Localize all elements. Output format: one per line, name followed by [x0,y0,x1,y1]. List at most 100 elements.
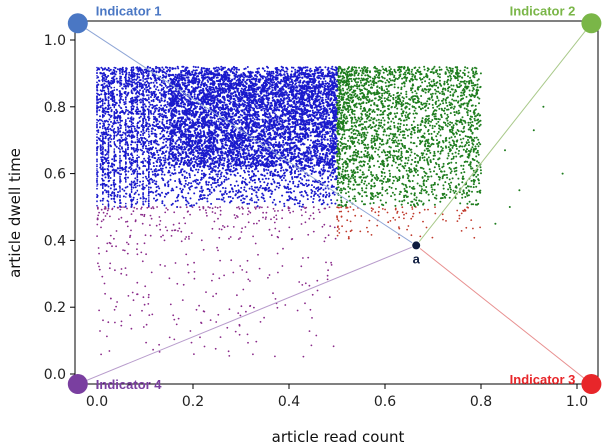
scatter-point-green [375,174,378,176]
scatter-point-green [477,173,479,176]
scatter-point-green [421,154,424,157]
scatter-point-green [398,133,401,136]
scatter-point-green [362,93,365,96]
scatter-point-purple [241,206,244,209]
scatter-point-purple [272,207,275,210]
scatter-point-green [479,143,482,146]
scatter-point-green [413,106,416,108]
scatter-point-green [443,109,446,112]
scatter-point-green [451,103,454,106]
scatter-point-purple [198,304,201,307]
scatter-point-green [374,97,377,100]
scatter-point-green [400,88,403,91]
scatter-point-green [353,84,356,87]
scatter-point-purple [186,263,189,266]
scatter-point-green [476,114,479,117]
scatter-point-blue [287,183,290,186]
scatter-point-green [391,139,393,142]
scatter-point-green [461,177,464,180]
scatter-point-green [439,197,442,200]
scatter-point-purple [177,317,180,320]
scatter-point-green [350,86,353,89]
scatter-point-green [343,79,346,82]
scatter-point-green [348,179,350,181]
scatter-point-purple [123,206,125,209]
scatter-point-blue [165,166,168,169]
scatter-point-green [478,141,480,144]
scatter-point-green [425,186,428,188]
scatter-point-blue [324,66,327,69]
scatter-point-purple [170,235,173,237]
scatter-point-red [368,219,371,222]
scatter-point-green [463,74,466,77]
scatter-point-green [427,156,430,159]
scatter-point-purple [115,305,117,308]
scatter-point-green [472,70,475,73]
scatter-point-red [337,225,339,228]
scatter-point-green [404,71,406,74]
scatter-point-green [426,161,429,164]
scatter-point-blue [178,178,181,181]
scatter-point-green [398,94,401,97]
scatter-point-green [343,92,346,95]
scatter-point-green [405,186,408,189]
scatter-point-purple [302,206,305,208]
scatter-point-green [412,203,415,206]
scatter-point-green [388,185,391,188]
scatter-point-green [397,96,400,99]
scatter-point-green [392,135,395,138]
scatter-point-green [450,126,453,128]
scatter-point-green [426,85,429,88]
scatter-point-green [455,173,458,176]
scatter-point-purple [263,316,265,319]
scatter-point-green [438,127,441,130]
scatter-point-green [361,89,363,92]
scatter-point-green [475,175,478,178]
scatter-point-green [471,138,474,141]
scatter-point-green [340,142,343,145]
scatter-point-blue [104,176,107,179]
scatter-point-blue [117,121,120,124]
scatter-point-green [445,101,448,104]
scatter-point-purple [239,314,242,317]
scatter-point-green [474,145,477,148]
scatter-point-green [355,129,358,132]
scatter-point-blue [196,171,199,174]
scatter-point-green [340,114,343,117]
scatter-point-purple [150,271,153,274]
scatter-point-blue [184,72,187,75]
scatter-point-green [453,91,456,94]
scatter-point-purple [189,330,192,332]
scatter-point-green [445,66,448,69]
scatter-point-green [461,76,464,79]
scatter-point-green [465,150,468,153]
scatter-point-green [367,84,370,87]
scatter-point-green [433,181,436,184]
scatter-point-green [368,157,371,160]
scatter-point-green [357,81,359,84]
scatter-point-purple [300,209,303,211]
scatter-point-green [372,202,375,204]
scatter-point-purple [229,236,232,238]
scatter-point-green [463,130,466,133]
scatter-point-green [413,109,416,112]
scatter-point-green [455,69,458,72]
scatter-point-green [476,151,479,154]
scatter-point-purple [108,267,111,270]
scatter-point-blue [165,144,167,147]
scatter-point-green [337,162,340,165]
scatter-point-green [409,204,412,207]
scatter-point-blue [220,175,223,178]
scatter-point-purple [321,225,324,228]
scatter-point-green [384,154,387,157]
scatter-point-green [448,148,451,151]
scatter-point-green [436,139,438,142]
scatter-point-purple [142,326,145,328]
scatter-point-purple [130,327,133,330]
scatter-point-green [347,87,350,89]
scatter-point-green [447,75,450,78]
scatter-point-green [404,102,407,105]
scatter-point-blue [278,200,281,203]
scatter-point-red [434,212,437,215]
scatter-point-green [458,82,461,85]
